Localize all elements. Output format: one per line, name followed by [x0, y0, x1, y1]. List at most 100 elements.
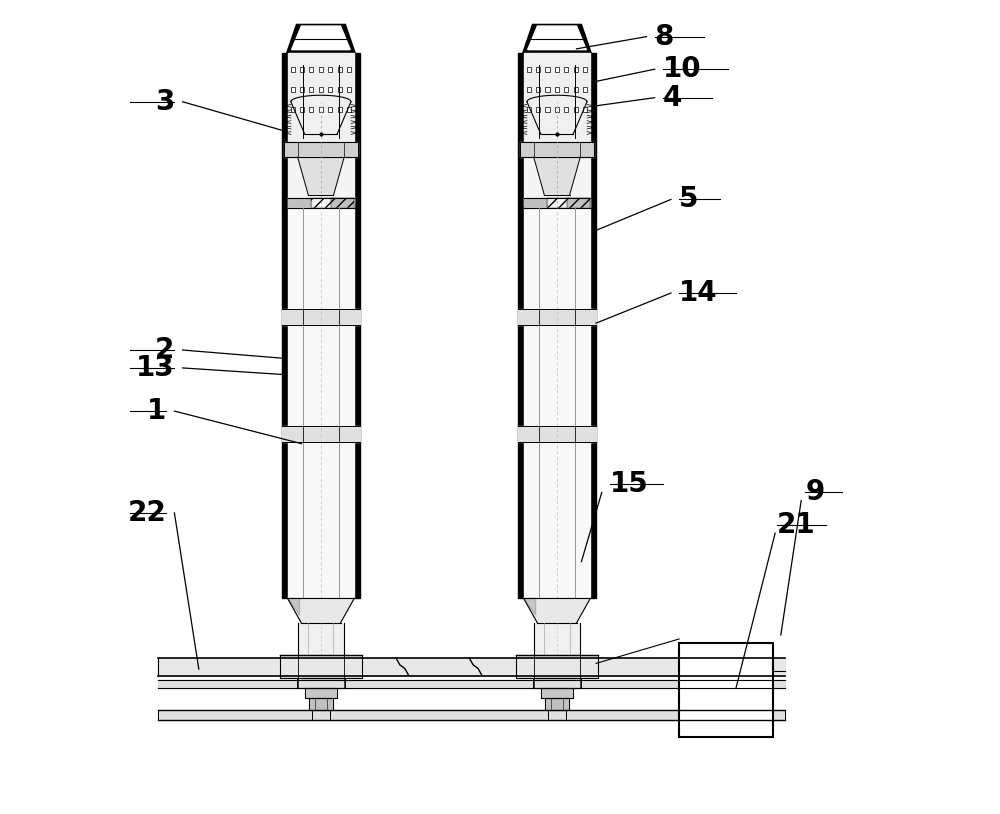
Bar [536, 107, 540, 112]
Polygon shape [158, 658, 785, 676]
Polygon shape [354, 53, 360, 142]
Bar [328, 87, 332, 92]
Polygon shape [524, 53, 590, 142]
Polygon shape [282, 309, 360, 325]
Bar [574, 87, 578, 92]
Polygon shape [284, 142, 358, 157]
Polygon shape [282, 208, 288, 598]
Bar [309, 87, 313, 92]
Bar [527, 87, 531, 92]
Bar [347, 67, 351, 72]
Polygon shape [518, 142, 524, 208]
Polygon shape [524, 598, 536, 615]
Polygon shape [524, 198, 547, 208]
Bar [291, 87, 295, 92]
Bar [564, 87, 568, 92]
Bar [545, 87, 550, 92]
Text: 21: 21 [777, 511, 815, 539]
Bar [347, 107, 351, 112]
Polygon shape [288, 53, 354, 142]
Text: 13: 13 [136, 354, 174, 382]
Bar [527, 67, 531, 72]
Bar [545, 107, 550, 112]
Bar [547, 198, 570, 208]
Polygon shape [288, 208, 354, 598]
Text: 3: 3 [155, 88, 174, 116]
Polygon shape [545, 698, 569, 710]
Bar [352, 660, 360, 673]
Polygon shape [158, 710, 785, 720]
Bar [328, 107, 332, 112]
Text: 5: 5 [679, 186, 699, 213]
Bar [574, 67, 578, 72]
Polygon shape [298, 623, 344, 655]
Polygon shape [541, 688, 573, 698]
Polygon shape [518, 309, 596, 325]
Polygon shape [287, 24, 355, 53]
Bar [300, 107, 304, 112]
Text: 1: 1 [147, 397, 166, 425]
Polygon shape [533, 678, 581, 688]
Bar [338, 67, 342, 72]
Polygon shape [590, 142, 596, 208]
Bar [309, 67, 313, 72]
Bar [574, 107, 578, 112]
Bar [555, 107, 559, 112]
Polygon shape [298, 157, 344, 195]
Polygon shape [309, 698, 333, 710]
Polygon shape [354, 208, 360, 598]
Polygon shape [280, 655, 362, 678]
Polygon shape [520, 142, 594, 157]
Bar [319, 107, 323, 112]
Bar [536, 87, 540, 92]
Polygon shape [534, 623, 580, 655]
Bar [536, 67, 540, 72]
Text: 22: 22 [128, 499, 166, 527]
Polygon shape [282, 142, 288, 208]
Bar [564, 107, 568, 112]
Polygon shape [331, 198, 354, 208]
Bar [300, 67, 304, 72]
Bar [338, 107, 342, 112]
Bar [309, 107, 313, 112]
Polygon shape [158, 680, 785, 688]
Bar [555, 87, 559, 92]
Bar [567, 198, 590, 208]
Polygon shape [524, 208, 590, 598]
Polygon shape [518, 53, 524, 142]
Polygon shape [534, 157, 580, 195]
Polygon shape [288, 142, 354, 208]
Polygon shape [282, 53, 288, 142]
Polygon shape [288, 598, 300, 615]
Text: 9: 9 [805, 479, 824, 506]
Polygon shape [528, 26, 586, 50]
Bar [282, 660, 290, 673]
Polygon shape [288, 198, 311, 208]
Bar [588, 660, 596, 673]
Text: 2: 2 [155, 336, 174, 364]
Bar [518, 660, 526, 673]
Polygon shape [296, 678, 345, 688]
Polygon shape [590, 53, 596, 142]
Polygon shape [305, 688, 337, 698]
Bar [338, 87, 342, 92]
Polygon shape [518, 208, 524, 598]
Text: 15: 15 [610, 470, 649, 498]
Bar [328, 67, 332, 72]
Bar [583, 87, 587, 92]
Polygon shape [590, 208, 596, 598]
Bar [319, 87, 323, 92]
Polygon shape [518, 426, 596, 442]
Polygon shape [516, 655, 598, 678]
Bar [347, 87, 351, 92]
Polygon shape [524, 142, 590, 208]
Bar [331, 198, 354, 208]
Polygon shape [288, 598, 354, 623]
Polygon shape [523, 24, 591, 53]
Bar [555, 67, 559, 72]
Bar [527, 107, 531, 112]
Bar [291, 67, 295, 72]
Bar [545, 67, 550, 72]
Polygon shape [354, 142, 360, 208]
Bar [311, 198, 334, 208]
